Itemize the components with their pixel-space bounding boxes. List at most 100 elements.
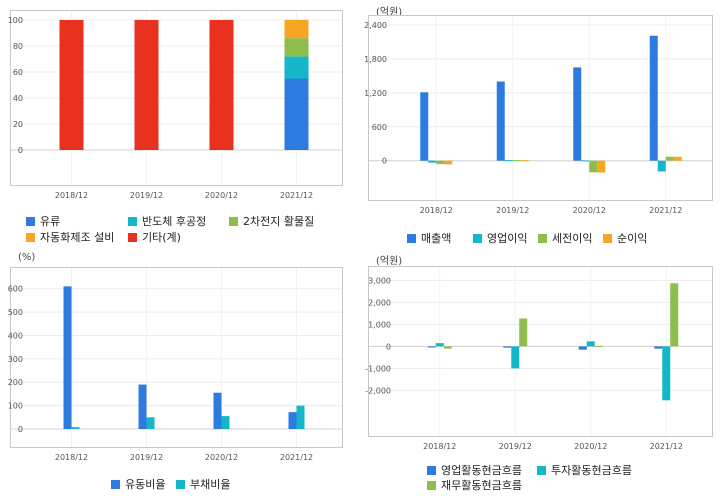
legend-item[interactable]: 유동비율 bbox=[111, 476, 165, 492]
bar bbox=[284, 38, 309, 57]
legend-item[interactable]: 영업이익 bbox=[473, 230, 527, 246]
legend-label: 투자활동현금흐름 bbox=[551, 464, 632, 477]
bar bbox=[594, 345, 603, 347]
bar bbox=[670, 283, 679, 347]
bar bbox=[221, 416, 230, 429]
legend-label: 부채비율 bbox=[190, 478, 231, 491]
legend-item[interactable]: 유류 bbox=[26, 213, 60, 229]
legend-item[interactable]: 자동화제조 설비 bbox=[26, 229, 114, 245]
y-tick-label: 0 bbox=[18, 146, 23, 155]
legend-item[interactable]: 반도체 후공정 bbox=[128, 213, 206, 229]
bar bbox=[284, 78, 309, 150]
bar bbox=[597, 160, 606, 173]
bar bbox=[138, 384, 147, 429]
bar bbox=[586, 341, 595, 347]
legend-item[interactable]: 재무활동현금흐름 bbox=[427, 477, 522, 493]
legend-label: 2차전지 활물질 bbox=[243, 215, 315, 228]
y-tick-label: 500 bbox=[8, 308, 23, 317]
unit-label: (억원) bbox=[376, 256, 403, 267]
bar bbox=[134, 20, 159, 150]
bar bbox=[589, 160, 598, 173]
bar bbox=[71, 427, 80, 429]
bar bbox=[296, 405, 305, 429]
legend-swatch bbox=[427, 480, 436, 490]
legend-item[interactable]: 매출액 bbox=[407, 230, 451, 246]
y-tick-label: 1,800 bbox=[364, 55, 387, 64]
bar bbox=[520, 160, 529, 162]
y-tick-label: 200 bbox=[8, 378, 23, 387]
bar bbox=[420, 92, 429, 161]
legend-swatch bbox=[26, 232, 35, 242]
legend-swatch bbox=[176, 479, 185, 489]
y-tick-label: 60 bbox=[13, 68, 23, 77]
bar bbox=[654, 346, 663, 349]
legend-label: 유동비율 bbox=[125, 478, 166, 491]
bar bbox=[288, 412, 297, 429]
bar bbox=[665, 156, 674, 161]
legend-item[interactable]: 영업활동현금흐름 bbox=[427, 462, 522, 478]
y-tick-label: 40 bbox=[13, 94, 23, 103]
bar bbox=[519, 318, 528, 347]
legend-item[interactable]: 2차전지 활물질 bbox=[229, 213, 314, 229]
legend-label: 영업활동현금흐름 bbox=[441, 464, 522, 477]
y-tick-label: 100 bbox=[8, 16, 23, 25]
bar bbox=[657, 160, 666, 172]
x-tick-label: 2018/12 bbox=[420, 206, 453, 215]
bar bbox=[427, 346, 436, 348]
x-tick-label: 2020/12 bbox=[574, 442, 607, 451]
x-tick-label: 2018/12 bbox=[423, 442, 456, 451]
legend-swatch bbox=[128, 232, 137, 242]
legend-label: 영업이익 bbox=[487, 232, 528, 245]
bar bbox=[428, 160, 437, 163]
legend-item[interactable]: 세전이익 bbox=[538, 230, 592, 246]
x-tick-label: 2018/12 bbox=[55, 191, 88, 200]
y-tick-label: 0 bbox=[386, 342, 391, 351]
x-tick-label: 2021/12 bbox=[650, 442, 683, 451]
x-tick-label: 2019/12 bbox=[499, 442, 532, 451]
bar bbox=[496, 81, 505, 161]
bar bbox=[146, 417, 155, 429]
bar bbox=[662, 346, 671, 401]
legend-item[interactable]: 기타(계) bbox=[128, 229, 181, 245]
legend-swatch bbox=[538, 233, 547, 243]
legend-swatch bbox=[427, 465, 436, 475]
bar bbox=[443, 346, 452, 349]
y-tick-label: 100 bbox=[8, 402, 23, 411]
x-tick-label: 2020/12 bbox=[205, 191, 238, 200]
legend-swatch bbox=[537, 465, 546, 475]
legend-label: 자동화제조 설비 bbox=[40, 231, 115, 244]
y-tick-label: 300 bbox=[8, 355, 23, 364]
legend-swatch bbox=[603, 233, 612, 243]
legend-item[interactable]: 부채비율 bbox=[176, 476, 230, 492]
y-tick-label: 80 bbox=[13, 42, 23, 51]
legend-swatch bbox=[229, 216, 238, 226]
legend-label: 순이익 bbox=[617, 232, 648, 245]
legend-label: 반도체 후공정 bbox=[142, 215, 207, 228]
plot-frame bbox=[368, 266, 713, 437]
y-tick-label: 0 bbox=[18, 425, 23, 434]
legend-item[interactable]: 순이익 bbox=[603, 230, 647, 246]
x-tick-label: 2021/12 bbox=[280, 453, 313, 462]
y-tick-label: -2,000 bbox=[365, 386, 391, 395]
legend-label: 기타(계) bbox=[142, 231, 181, 244]
bar bbox=[581, 160, 590, 162]
y-tick-label: 600 bbox=[8, 285, 23, 294]
y-tick-label: 400 bbox=[8, 331, 23, 340]
x-tick-label: 2021/12 bbox=[280, 191, 313, 200]
bar bbox=[512, 160, 521, 162]
bar bbox=[578, 346, 587, 350]
legend-label: 매출액 bbox=[421, 232, 452, 245]
legend-swatch bbox=[407, 233, 416, 243]
unit-label: (%) bbox=[18, 252, 36, 263]
unit-label: (억원) bbox=[376, 7, 403, 18]
bar bbox=[649, 35, 658, 161]
legend-swatch bbox=[111, 479, 120, 489]
y-tick-label: 600 bbox=[372, 123, 387, 132]
legend-item[interactable]: 투자활동현금흐름 bbox=[537, 462, 632, 478]
bar bbox=[511, 346, 520, 369]
bar bbox=[63, 286, 72, 429]
legend-swatch bbox=[473, 233, 482, 243]
